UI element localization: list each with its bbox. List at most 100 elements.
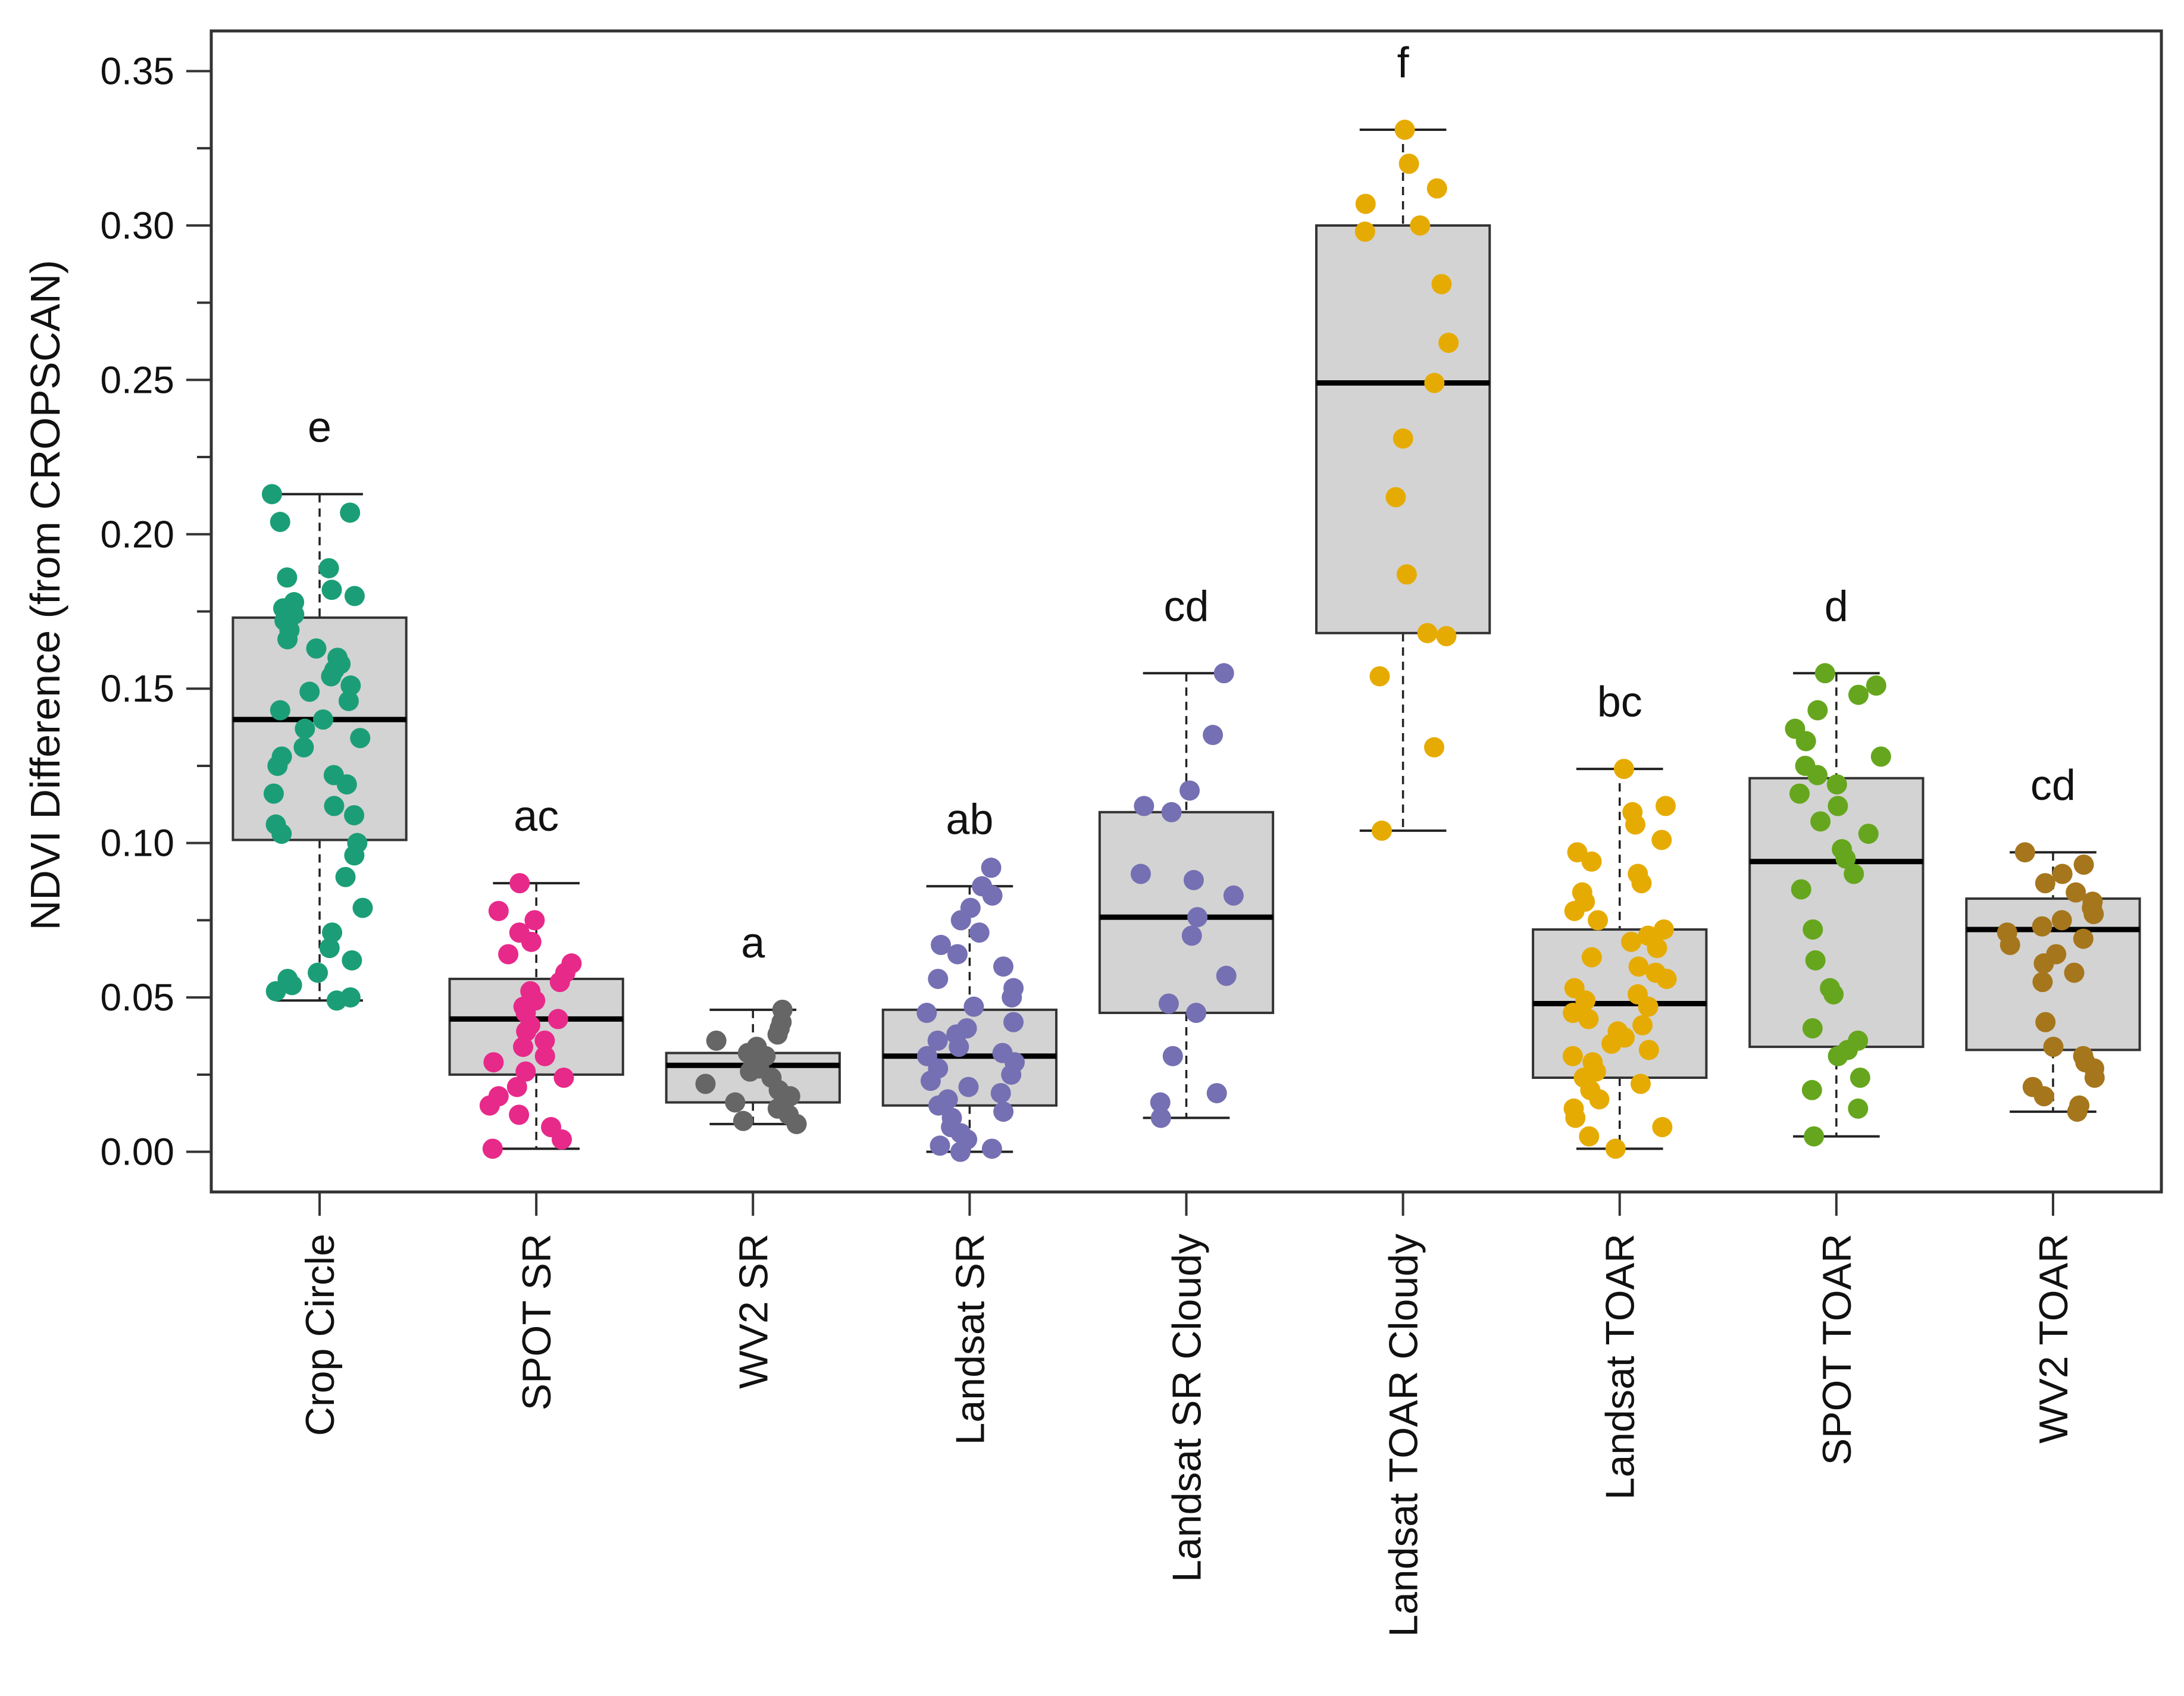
data-point — [1803, 919, 1823, 940]
data-point — [1848, 1098, 1869, 1119]
data-point — [1187, 907, 1208, 928]
data-point — [1588, 910, 1609, 931]
data-point — [780, 1086, 800, 1107]
data-point — [340, 502, 361, 523]
y-tick-label: 0.25 — [100, 358, 174, 401]
data-point — [916, 1003, 937, 1024]
significance-letter: e — [308, 403, 331, 451]
data-point — [1161, 802, 1182, 822]
data-point — [1431, 274, 1452, 295]
data-point — [322, 922, 343, 943]
y-tick-label: 0.30 — [100, 204, 174, 247]
data-point — [1581, 947, 1602, 968]
data-point — [725, 1092, 746, 1113]
data-point — [1213, 663, 1234, 684]
data-point — [2033, 1086, 2054, 1107]
x-category-label: Crop Circle — [298, 1234, 343, 1436]
data-point — [981, 1138, 1002, 1159]
data-point — [513, 1037, 534, 1057]
data-point — [1578, 1009, 1599, 1030]
data-point — [1630, 1074, 1651, 1094]
data-point — [1810, 811, 1831, 832]
data-point — [930, 1135, 950, 1156]
data-point — [990, 1082, 1011, 1103]
data-point — [306, 638, 327, 659]
data-point — [1203, 725, 1224, 746]
data-point — [482, 1138, 503, 1159]
y-tick-label: 0.00 — [100, 1131, 174, 1174]
data-point — [324, 796, 345, 816]
data-point — [993, 1102, 1014, 1122]
x-category-label: SPOT SR — [514, 1234, 559, 1410]
data-point — [1002, 987, 1022, 1008]
data-point — [927, 1030, 948, 1051]
data-point — [2052, 863, 2073, 884]
data-point — [1150, 1107, 1171, 1128]
data-point — [1647, 938, 1667, 959]
data-point — [319, 938, 340, 959]
data-point — [786, 1113, 807, 1134]
data-point — [1828, 1046, 1848, 1066]
data-point — [1605, 1138, 1626, 1159]
data-point — [1183, 869, 1204, 890]
data-point — [506, 1077, 527, 1097]
data-point — [553, 1068, 574, 1088]
data-point — [270, 512, 290, 533]
data-point — [1150, 1092, 1171, 1113]
data-point — [1651, 830, 1672, 850]
data-point — [488, 900, 509, 921]
data-point — [1579, 1126, 1600, 1147]
data-point — [2035, 1012, 2056, 1032]
data-point — [2014, 842, 2035, 863]
data-point — [277, 567, 298, 588]
data-point — [2043, 1037, 2064, 1057]
data-point — [1354, 221, 1375, 242]
data-point — [1802, 1018, 1823, 1038]
data-point — [479, 1095, 500, 1116]
data-point — [1355, 193, 1376, 214]
data-point — [344, 845, 365, 866]
data-point — [2064, 962, 2085, 983]
data-point — [509, 1104, 530, 1125]
data-point — [340, 675, 361, 696]
data-point — [498, 944, 519, 965]
data-point — [483, 1052, 504, 1073]
data-point — [265, 981, 286, 1002]
data-point — [1563, 1003, 1584, 1024]
data-point — [2073, 854, 2094, 875]
x-axis-labels: Crop Circle SPOT SR WV2 SR Landsat SR Landsa… — [298, 1234, 2076, 1637]
data-point — [549, 972, 570, 993]
data-point — [1858, 824, 1879, 844]
data-point — [1396, 564, 1417, 585]
data-point — [963, 996, 984, 1017]
data-point — [2051, 910, 2072, 931]
iqr-box — [1098, 811, 1275, 1015]
data-point — [1826, 774, 1847, 795]
data-point — [1791, 879, 1811, 900]
data-point — [947, 944, 968, 965]
data-point — [1398, 154, 1419, 174]
data-point — [299, 681, 320, 702]
y-axis-title-group: NDVI Difference (from CROPSCAN) — [22, 260, 68, 931]
data-point — [1003, 1012, 1024, 1032]
data-point — [2084, 1068, 2105, 1088]
data-point — [1179, 780, 1200, 801]
data-point — [1870, 746, 1891, 767]
data-point — [321, 666, 342, 687]
data-point — [1653, 919, 1674, 940]
data-point — [524, 910, 545, 931]
data-point — [344, 805, 365, 825]
data-point — [928, 968, 949, 989]
data-point — [982, 885, 1003, 906]
data-point — [1567, 842, 1588, 863]
data-point — [1206, 1082, 1227, 1103]
data-point — [1438, 333, 1459, 353]
data-point — [981, 858, 1002, 878]
data-point — [1417, 622, 1438, 643]
data-point — [352, 897, 373, 918]
data-point — [1621, 931, 1642, 952]
data-point — [336, 774, 357, 795]
x-category-label: WV2 SR — [731, 1234, 776, 1389]
data-point — [1216, 965, 1237, 986]
